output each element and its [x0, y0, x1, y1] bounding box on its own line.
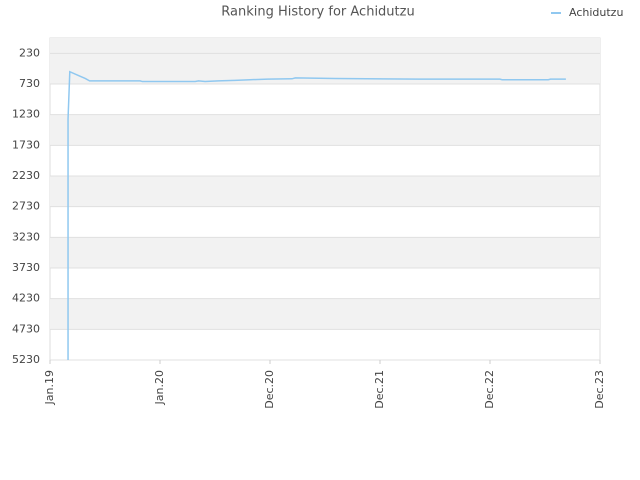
y-tick-label: 730 — [19, 77, 40, 90]
y-tick-label: 2730 — [12, 200, 40, 213]
grid-band — [50, 176, 600, 207]
grid-band — [50, 298, 600, 330]
x-tick-label: Dec.21 — [373, 370, 386, 409]
y-tick-label: 230 — [19, 46, 40, 59]
y-tick-label: 3230 — [12, 230, 40, 243]
x-tick-label: Dec.23 — [593, 370, 606, 409]
x-tick-label: Jan.19 — [43, 370, 56, 405]
y-tick-label: 2230 — [12, 169, 40, 182]
y-tick-label: 1730 — [12, 138, 40, 151]
x-tick-label: Jan.20 — [153, 370, 166, 405]
legend-label: Achidutzu — [569, 6, 623, 19]
y-tick-label: 5230 — [12, 353, 40, 366]
y-tick-label: 4730 — [12, 322, 40, 335]
grid-band — [50, 237, 600, 268]
x-tick-label: Dec.20 — [263, 370, 276, 409]
y-tick-label: 4230 — [12, 292, 40, 305]
grid-band — [50, 38, 600, 54]
y-tick-label: 3730 — [12, 261, 40, 274]
series-line — [67, 70, 566, 360]
x-tick-label: Dec.22 — [483, 370, 496, 409]
grid-band — [50, 114, 600, 146]
y-tick-label: 1230 — [12, 108, 40, 121]
chart-title: Ranking History for Achidutzu — [221, 5, 414, 20]
